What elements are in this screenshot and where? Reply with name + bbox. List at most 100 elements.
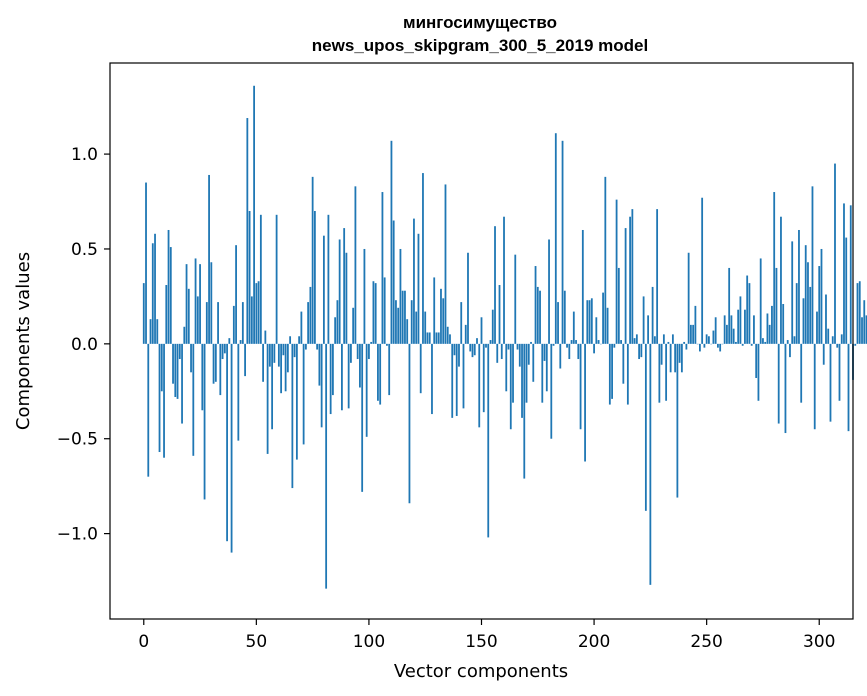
- bar: [199, 264, 201, 344]
- bar: [541, 343, 544, 403]
- bar: [674, 343, 677, 373]
- bar: [154, 233, 156, 344]
- bar: [757, 343, 760, 401]
- bar: [536, 286, 539, 344]
- bar: [642, 296, 645, 344]
- x-tick-label: 300: [803, 632, 835, 652]
- bar: [145, 182, 147, 344]
- bar: [232, 305, 235, 344]
- bar: [318, 343, 321, 386]
- bar: [147, 343, 150, 477]
- bar: [239, 340, 242, 344]
- bar: [253, 85, 255, 344]
- bar: [406, 319, 409, 344]
- bar: [572, 311, 575, 344]
- bar: [271, 343, 274, 430]
- bar: [780, 216, 782, 344]
- bar: [566, 343, 568, 348]
- bar: [449, 334, 451, 344]
- bar: [205, 302, 208, 344]
- bar: [653, 336, 656, 344]
- bar: [552, 343, 555, 346]
- bar: [809, 286, 812, 344]
- bar: [302, 343, 305, 445]
- bar: [703, 343, 706, 348]
- bar: [629, 216, 631, 344]
- bar: [381, 192, 384, 344]
- bar: [822, 343, 825, 365]
- bar: [469, 343, 472, 352]
- bar: [311, 176, 314, 344]
- bar: [530, 341, 532, 344]
- bar: [316, 343, 319, 350]
- bar: [784, 343, 787, 434]
- bar: [602, 292, 604, 344]
- bar: [476, 338, 478, 344]
- bar: [737, 309, 740, 344]
- bar: [370, 341, 373, 344]
- bar: [786, 340, 789, 344]
- x-tick-label: 0: [138, 632, 149, 652]
- bar: [640, 343, 643, 358]
- chart-title-line2: news_upos_skipgram_300_5_2019 model: [312, 36, 648, 55]
- bar: [647, 315, 650, 344]
- bar: [275, 214, 278, 344]
- x-tick-label: 200: [578, 632, 610, 652]
- bar: [669, 343, 672, 373]
- plot-area-frame: [109, 62, 854, 620]
- bar: [325, 343, 328, 589]
- y-tick-label: 0.0: [71, 335, 98, 355]
- bar: [482, 343, 485, 413]
- bar: [419, 343, 422, 394]
- bar: [791, 241, 794, 344]
- bar: [622, 343, 625, 384]
- bar: [399, 248, 402, 344]
- bar: [361, 343, 364, 492]
- bar: [849, 205, 852, 344]
- bar: [746, 275, 749, 344]
- bar: [332, 343, 334, 396]
- bar: [595, 317, 598, 344]
- bar: [397, 307, 400, 344]
- bar: [480, 317, 483, 344]
- bar: [183, 326, 186, 344]
- bar: [735, 341, 737, 344]
- bar: [235, 245, 237, 344]
- bar: [298, 336, 301, 344]
- bar: [561, 140, 564, 344]
- bar: [455, 343, 458, 416]
- bar: [687, 252, 690, 344]
- bar: [820, 248, 823, 344]
- bar: [658, 343, 661, 403]
- bar: [158, 343, 161, 453]
- bar: [732, 328, 735, 344]
- bar: [268, 343, 271, 367]
- bar: [593, 343, 595, 354]
- bar: [230, 343, 233, 553]
- bar: [505, 343, 508, 392]
- bar: [512, 343, 514, 403]
- bar: [516, 343, 519, 350]
- bar: [446, 326, 449, 344]
- bar: [338, 239, 341, 344]
- bar: [219, 343, 222, 396]
- bar: [257, 281, 260, 344]
- bar: [241, 302, 244, 344]
- bar: [169, 247, 172, 344]
- bar: [613, 343, 616, 348]
- bar: [773, 192, 776, 344]
- bar: [775, 267, 778, 344]
- bar: [221, 343, 224, 360]
- bar: [266, 343, 269, 454]
- bar: [422, 173, 424, 344]
- bar: [156, 319, 159, 344]
- bar: [334, 317, 337, 344]
- bar: [322, 235, 325, 344]
- bar: [518, 343, 521, 367]
- bar: [496, 343, 499, 363]
- y-tick-label: −0.5: [57, 430, 98, 450]
- bar: [437, 332, 440, 344]
- bar: [408, 343, 411, 504]
- bar: [435, 332, 438, 344]
